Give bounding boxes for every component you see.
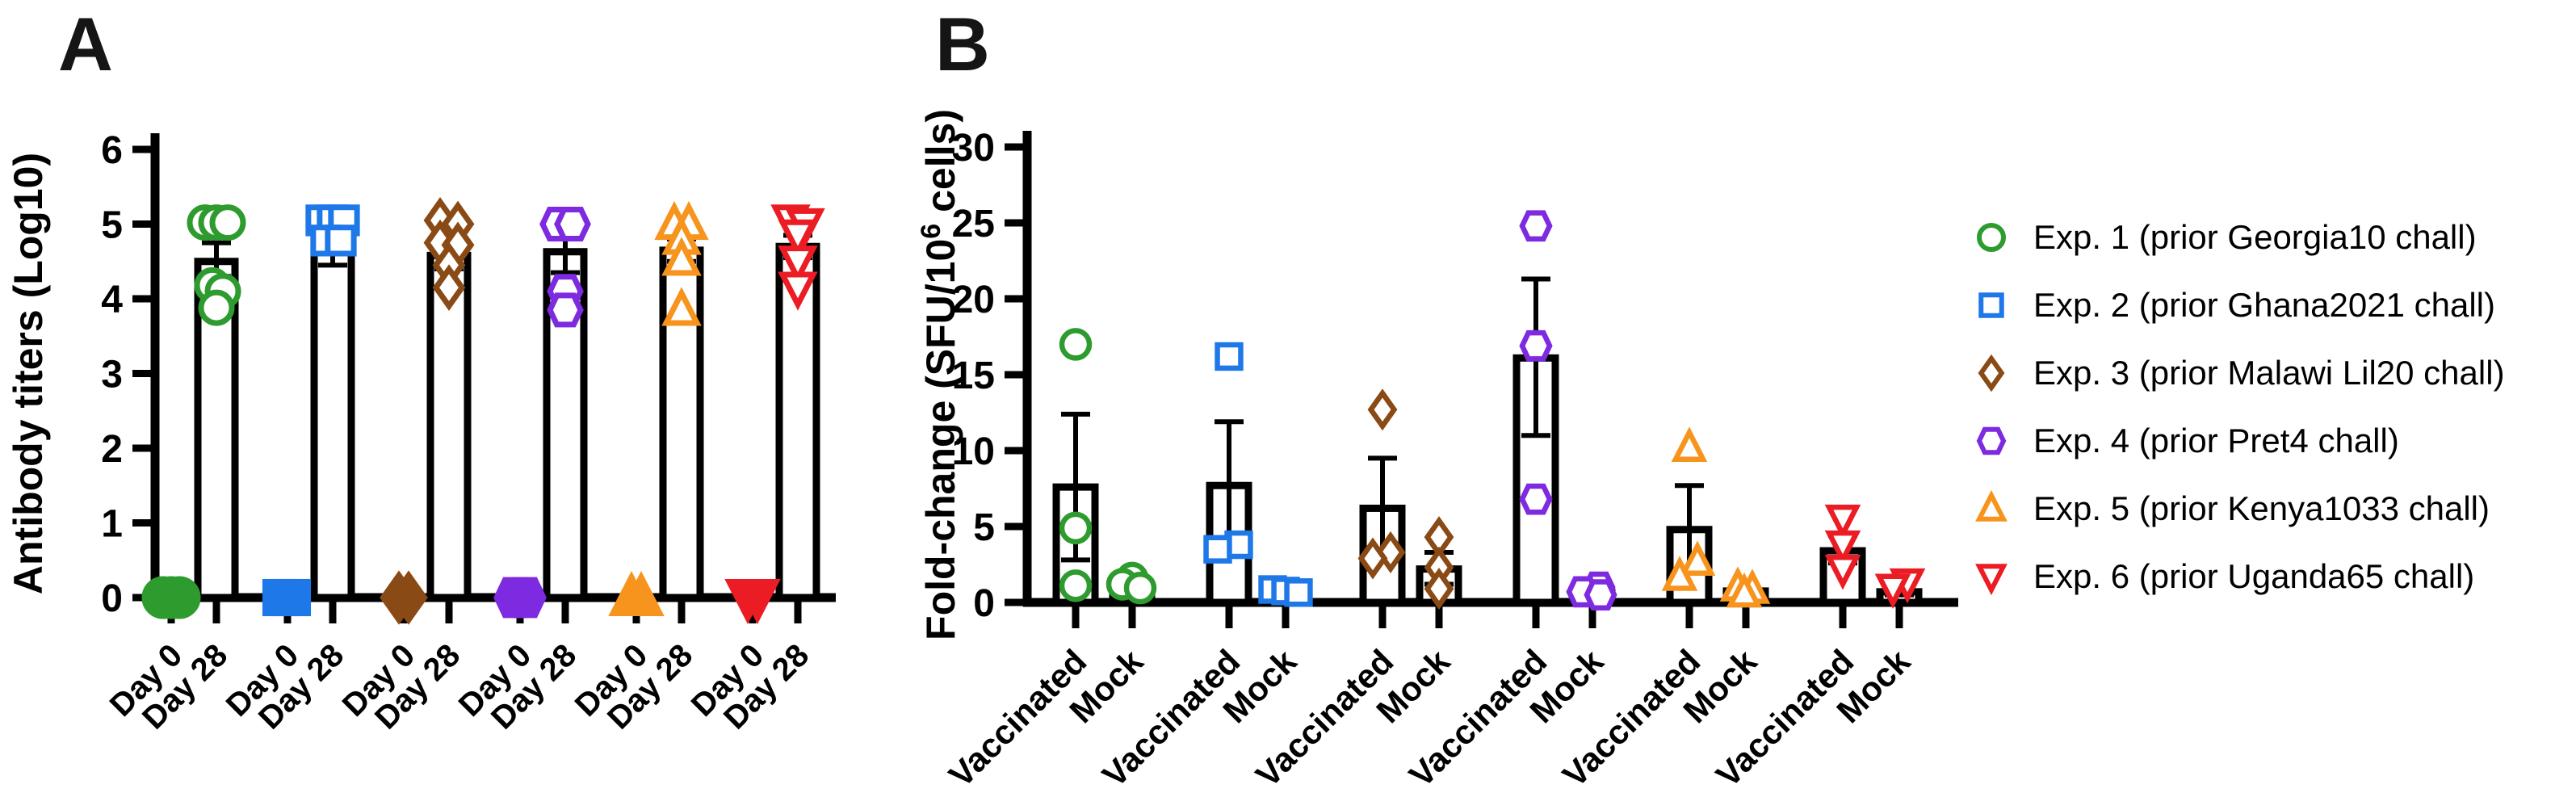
triangle-down-marker: [778, 219, 818, 258]
diamond-marker: [432, 264, 466, 311]
triangle-down-marker: [734, 578, 781, 624]
triangle-up-marker: [1975, 489, 2008, 522]
triangle-down-marker: [1975, 564, 2008, 596]
y-tick-label: 1: [101, 503, 123, 546]
diamond-icon: [1978, 354, 2005, 392]
triangle-up-marker: [1726, 572, 1763, 608]
circle-marker: [198, 289, 235, 326]
hexagon-marker: [1519, 210, 1553, 242]
bar: [426, 251, 472, 602]
y-axis-title: Antibody titers (Log10): [6, 153, 51, 594]
y-tick-label: 2: [101, 428, 123, 471]
hexagon-marker: [547, 292, 584, 328]
square-marker: [1203, 535, 1232, 564]
square-icon: [1978, 292, 2004, 318]
triangle-down-marker: [1824, 554, 1861, 590]
triangle-up-marker: [1679, 540, 1716, 576]
square-marker: [273, 578, 312, 617]
panel-a-label: A: [58, 2, 113, 86]
square-marker: [1215, 342, 1244, 371]
bar: [310, 249, 355, 602]
diamond-marker: [1367, 388, 1398, 431]
y-tick-label: 20: [952, 279, 995, 321]
legend-item: Exp. 2 (prior Ghana2021 chall): [1969, 271, 2505, 339]
triangle-up-marker: [1671, 426, 1708, 462]
legend: Exp. 1 (prior Georgia10 chall) Exp. 2 (pr…: [1969, 203, 2505, 610]
circle-marker: [157, 576, 201, 619]
hexagon-marker: [1519, 483, 1553, 515]
legend-label: Exp. 3 (prior Malawi Lil20 chall): [2033, 354, 2505, 392]
y-tick-label: 25: [952, 203, 995, 245]
hexagon-marker: [503, 577, 547, 619]
y-tick-label: 6: [101, 129, 123, 172]
legend-label: Exp. 1 (prior Georgia10 chall): [2033, 218, 2477, 256]
diamond-marker: [389, 570, 428, 625]
square-marker: [325, 224, 357, 257]
diamond-marker: [1424, 568, 1454, 610]
circle-icon: [1977, 223, 2006, 252]
y-tick-label: 0: [973, 582, 995, 625]
hexagon-marker: [1519, 329, 1553, 362]
triangle-down-marker: [778, 245, 818, 285]
triangle-up-icon: [1975, 489, 2008, 522]
circle-marker: [209, 204, 246, 241]
circle-marker: [1123, 571, 1157, 605]
triangle-up-marker: [1661, 556, 1698, 591]
hexagon-marker: [1584, 579, 1617, 610]
legend-item: Exp. 3 (prior Malawi Lil20 chall): [1969, 339, 2505, 407]
triangle-up-marker: [661, 287, 702, 326]
y-tick-label: 10: [952, 430, 995, 473]
legend-item: Exp. 1 (prior Georgia10 chall): [1969, 203, 2505, 271]
y-tick-label: 30: [952, 127, 995, 170]
circle-marker: [1059, 328, 1093, 361]
y-tick-label: 15: [952, 355, 995, 397]
legend-item: Exp. 5 (prior Kenya1033 chall): [1969, 475, 2505, 543]
circle-marker: [1059, 569, 1093, 602]
legend-item: Exp. 6 (prior Uganda65 chall): [1969, 543, 2505, 610]
y-tick-label: 3: [101, 354, 123, 396]
y-tick-label: 5: [101, 204, 123, 247]
hexagon-icon: [1976, 426, 2007, 455]
diamond-marker: [1357, 537, 1388, 580]
circle-marker: [1059, 511, 1093, 545]
panel-b-label: B: [935, 2, 990, 86]
triangle-up-marker: [618, 571, 665, 617]
y-tick-label: 5: [973, 506, 995, 549]
y-tick-label: 4: [101, 279, 123, 321]
square-marker: [1284, 578, 1313, 607]
hexagon-marker: [1976, 426, 2007, 455]
legend-label: Exp. 2 (prior Ghana2021 chall): [2033, 286, 2495, 324]
triangle-down-marker: [1824, 504, 1861, 540]
y-axis-title: Fold-change (SFU/106 cells): [916, 109, 963, 640]
triangle-down-marker: [778, 271, 818, 311]
triangle-down-marker: [1874, 573, 1911, 609]
legend-label: Exp. 4 (prior Pret4 chall): [2033, 422, 2399, 459]
triangle-up-marker: [661, 237, 702, 276]
legend-item: Exp. 4 (prior Pret4 chall): [1969, 407, 2505, 475]
square-marker: [1978, 292, 2004, 318]
hexagon-marker: [554, 206, 591, 242]
triangle-down-icon: [1975, 564, 2008, 596]
triangle-down-marker: [1824, 530, 1861, 566]
legend-label: Exp. 5 (prior Kenya1033 chall): [2033, 489, 2490, 527]
circle-marker: [1977, 223, 2006, 252]
x-category-label: Vaccinated: [942, 642, 1093, 793]
y-tick-label: 0: [101, 577, 123, 620]
legend-label: Exp. 6 (prior Uganda65 chall): [2033, 557, 2475, 595]
diamond-marker: [1978, 354, 2005, 392]
